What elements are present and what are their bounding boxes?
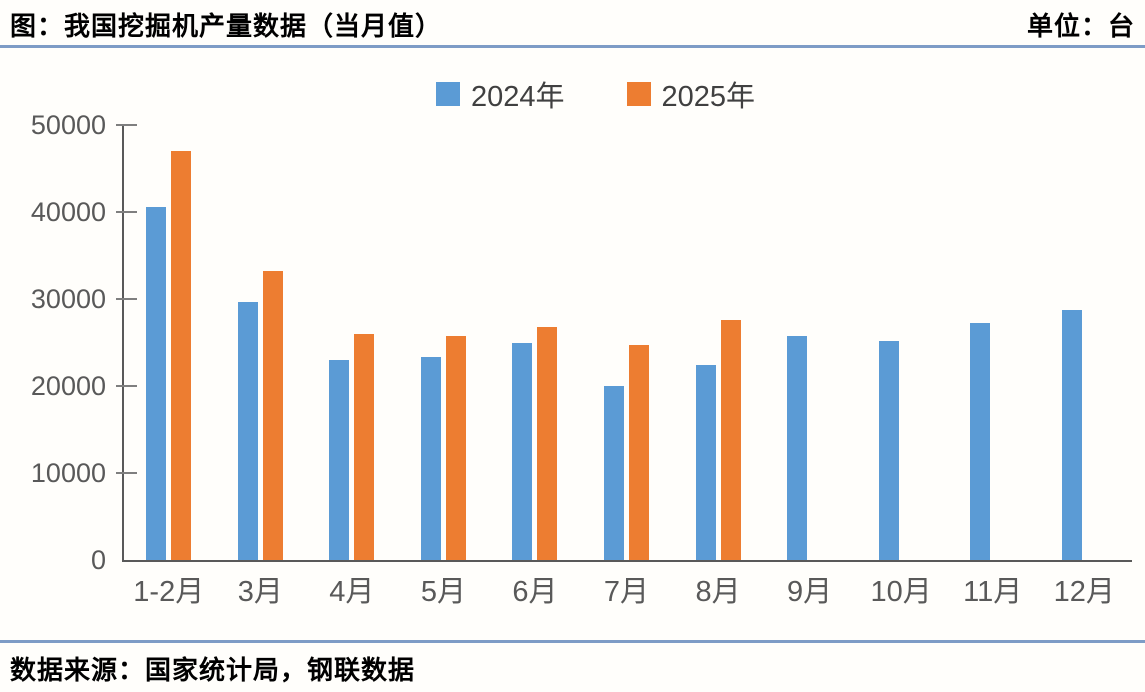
x-axis-line [122,560,1132,562]
bar-2025年-1-2月 [171,151,192,560]
y-tick-mark-20000 [116,385,137,387]
x-tick-label-10月: 10月 [870,576,932,608]
y-tick-mark-50000 [116,124,137,126]
bar-2024年-9月 [787,336,808,560]
footer-divider-line [0,640,1145,643]
bar-2025年-7月 [629,345,649,560]
legend-item-2025年: 2025年 [626,73,756,115]
y-tick-label-10000: 10000 [30,458,106,488]
unit-label: 单位：台 [1026,11,1135,41]
bar-2024年-5月 [420,357,441,560]
bar-2024年-10月 [878,340,899,560]
x-tick-label-8月: 8月 [695,576,741,608]
bar-2024年-1-2月 [146,206,167,560]
bar-2025年-3月 [262,271,283,560]
y-tick-mark-30000 [116,298,137,300]
y-tick-label-50000: 50000 [30,110,106,140]
x-tick-label-5月: 5月 [420,576,466,608]
bar-2024年-7月 [604,386,624,560]
bar-2024年-3月 [237,301,258,560]
y-tick-label-40000: 40000 [30,197,106,227]
x-tick-label-6月: 6月 [512,576,558,608]
y-tick-mark-40000 [116,211,137,213]
legend-swatch-2025年 [626,82,651,106]
x-tick-label-4月: 4月 [329,576,375,608]
bar-2025年-4月 [354,333,375,560]
bar-2025年-8月 [720,319,741,560]
legend-label-2025年: 2025年 [661,81,756,113]
legend-item-2024年: 2024年 [436,73,565,115]
bar-2024年-12月 [1061,310,1082,560]
legend-label-2024年: 2024年 [471,81,565,113]
y-tick-label-30000: 30000 [30,284,106,314]
chart-header: 图：我国挖掘机产量数据（当月值） 单位：台 [0,6,1145,43]
legend: 2024年 2025年 [436,73,755,115]
bar-2025年-5月 [445,335,466,560]
x-tick-label-9月: 9月 [787,576,833,608]
bar-2024年-4月 [329,359,350,560]
x-tick-label-3月: 3月 [237,576,283,608]
source-note: 数据来源：国家统计局，钢联数据 [10,655,416,685]
bar-2024年-6月 [512,343,533,560]
x-tick-label-1-2月: 1-2月 [133,576,205,608]
chart-title: 图：我国挖掘机产量数据（当月值） [10,11,443,41]
bar-2024年-11月 [970,323,991,560]
header-divider-line [0,45,1145,48]
bar-2024年-8月 [695,365,716,560]
x-tick-label-7月: 7月 [603,576,650,608]
x-tick-label-11月: 11月 [963,576,1023,608]
x-tick-label-12月: 12月 [1053,576,1115,608]
y-tick-label-0: 0 [90,545,106,575]
bar-2025年-6月 [537,326,558,560]
y-axis-line [122,125,124,562]
legend-swatch-2024年 [436,82,460,106]
y-tick-mark-10000 [116,472,137,474]
y-tick-label-20000: 20000 [30,371,106,401]
